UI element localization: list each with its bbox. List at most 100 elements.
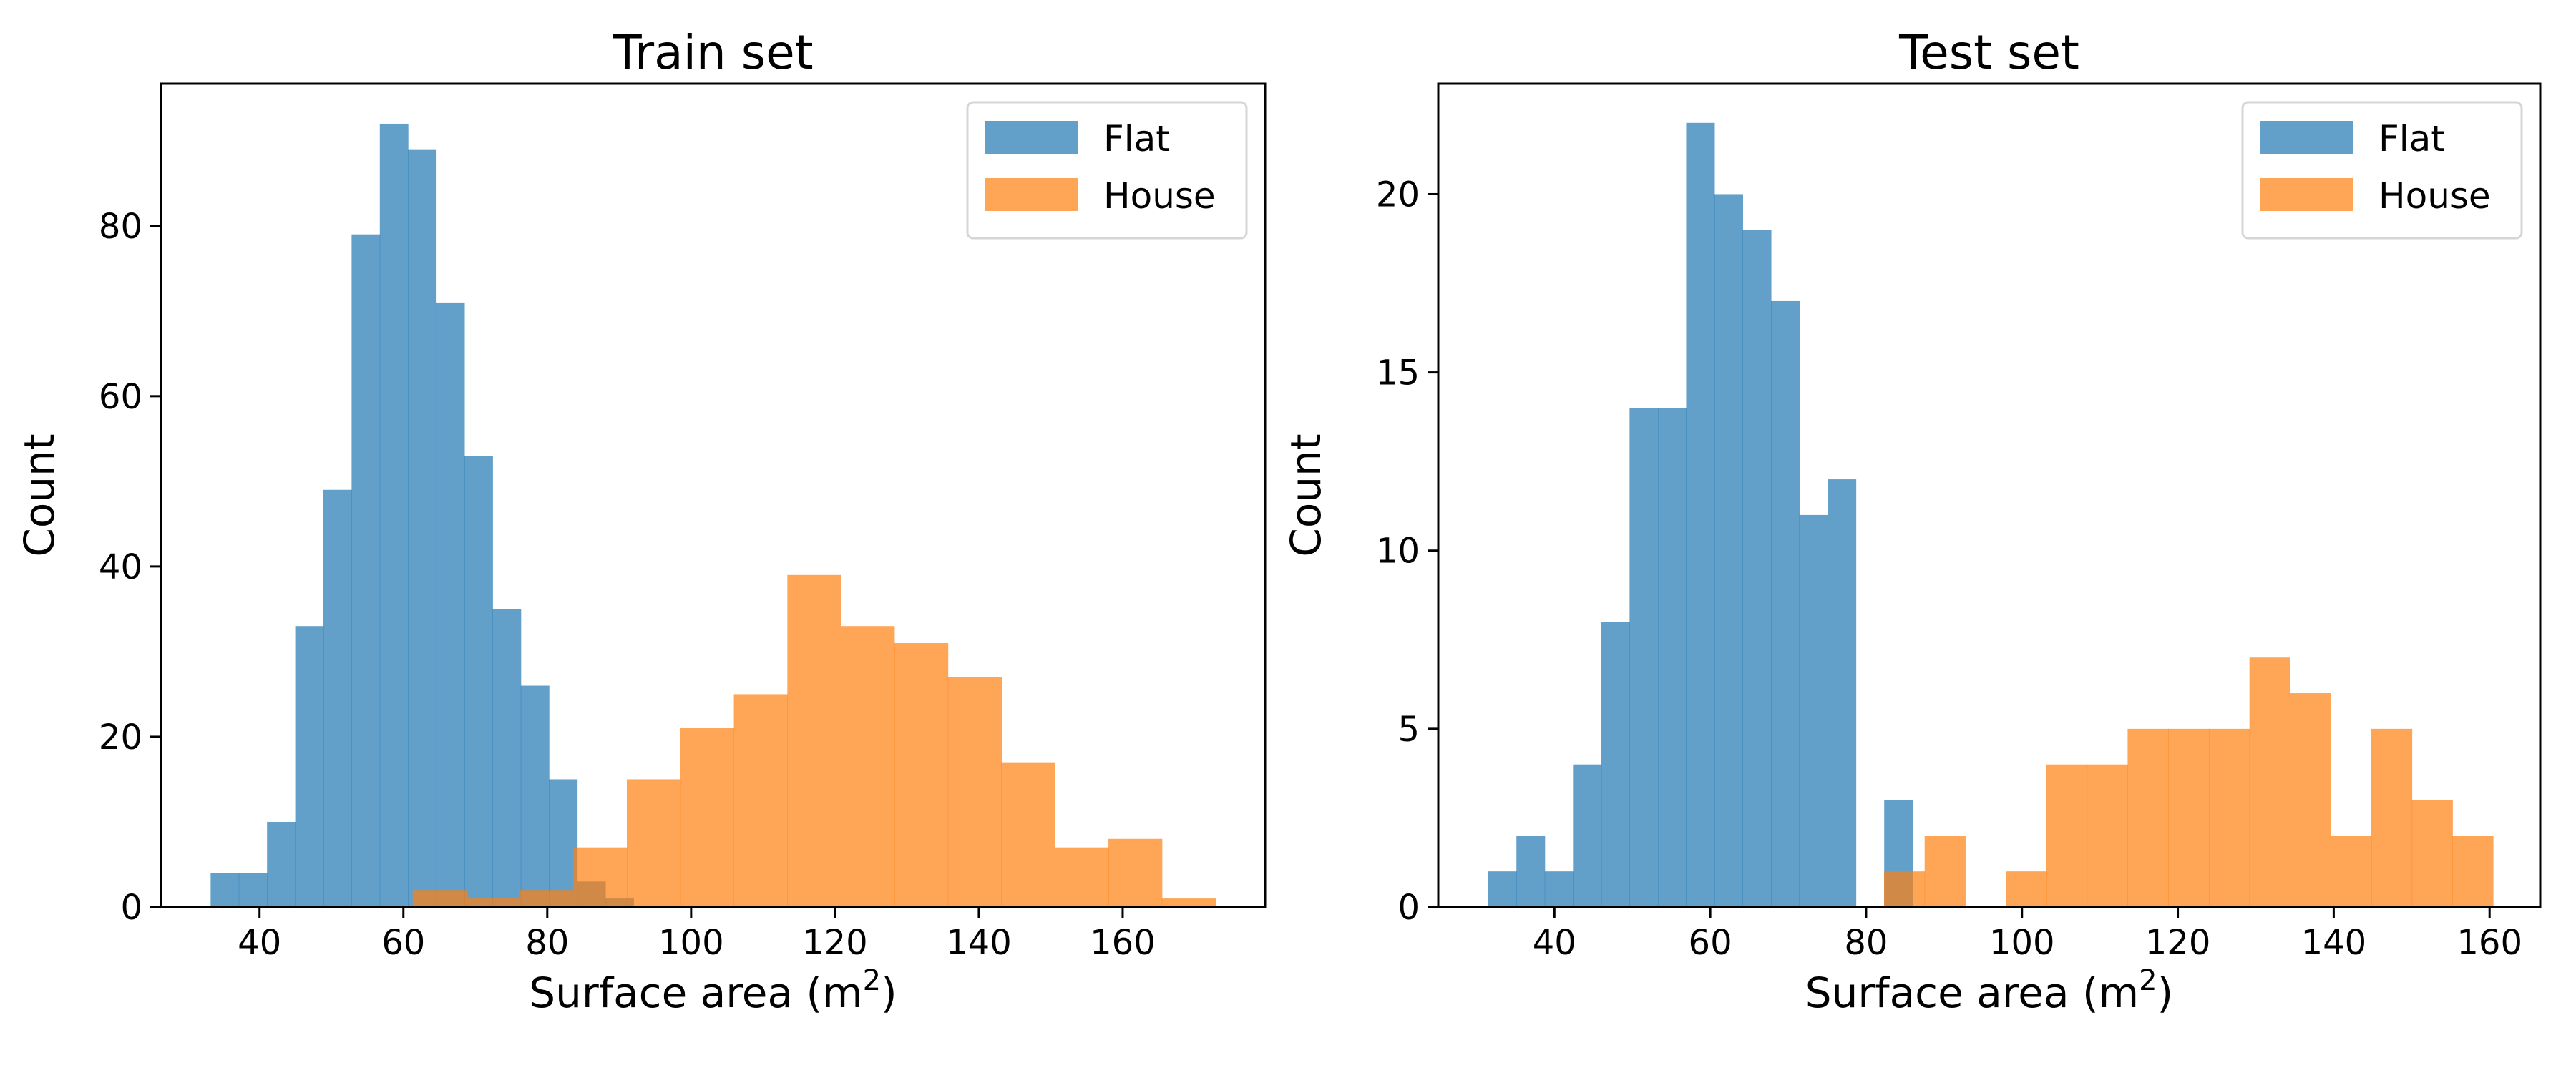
bar-flat — [1714, 194, 1744, 907]
y-axis-label: Count — [15, 433, 64, 557]
y-tick-label: 60 — [99, 377, 142, 417]
bar-flat — [492, 609, 522, 907]
bar-flat — [1573, 764, 1602, 907]
bar-house — [2249, 657, 2290, 907]
x-tick-label: 100 — [1989, 923, 2055, 963]
y-tick-label: 15 — [1376, 353, 1420, 393]
legend-label-flat: Flat — [1103, 118, 1170, 160]
y-tick-label: 5 — [1397, 710, 1420, 750]
y-tick-label: 0 — [1397, 888, 1420, 928]
bar-flat — [549, 779, 578, 907]
bar-house — [2127, 728, 2169, 907]
bar-house — [2168, 728, 2210, 907]
bar-flat — [1544, 871, 1574, 907]
x-tick-label: 120 — [802, 923, 868, 963]
bar-flat — [238, 873, 268, 907]
bar-house — [1055, 847, 1109, 907]
bar-flat — [1629, 408, 1659, 907]
x-tick-label: 40 — [238, 923, 281, 963]
bar-flat — [323, 489, 352, 907]
x-tick-label: 140 — [2301, 923, 2367, 963]
bar-house — [1108, 838, 1163, 907]
bar-house — [519, 890, 574, 907]
bar-house — [573, 847, 628, 907]
bar-flat — [408, 149, 437, 908]
bar-house — [2411, 800, 2453, 907]
bar-flat — [464, 456, 493, 907]
bar-house — [2006, 871, 2047, 907]
legend-label-flat: Flat — [2379, 118, 2445, 160]
x-tick-label: 60 — [1689, 923, 1732, 963]
bar-flat — [295, 626, 324, 907]
bar-flat — [1516, 836, 1546, 907]
x-tick-label: 120 — [2145, 923, 2211, 963]
y-tick-label: 10 — [1376, 531, 1420, 572]
bar-flat — [379, 123, 409, 908]
train-set-chart: Train set Surface area (m2) Count 40 60 80… — [15, 25, 1267, 1017]
bar-house — [2452, 836, 2494, 907]
legend-swatch-house — [985, 178, 1078, 211]
bar-house — [2371, 728, 2413, 907]
bar-flat — [1799, 514, 1828, 907]
bar-house — [947, 677, 1002, 907]
y-tick-label: 40 — [99, 547, 142, 587]
bar-flat — [520, 685, 550, 907]
bar-flat — [1742, 230, 1772, 907]
y-tick-label: 80 — [99, 207, 142, 247]
y-axis-label: Count — [1282, 433, 1330, 557]
legend-label-house: House — [1103, 175, 1216, 217]
bar-house — [2290, 693, 2331, 907]
axes-frame — [160, 82, 1267, 908]
bar-house — [626, 779, 681, 907]
x-tick-label: 60 — [381, 923, 425, 963]
x-tick-label: 160 — [2457, 923, 2522, 963]
bar-house — [2331, 836, 2372, 907]
test-set-chart: Test set Surface area (m2) Count 40 60 80 1… — [1282, 25, 2542, 1017]
bar-flat — [210, 873, 240, 907]
bar-flat — [1488, 871, 1517, 907]
chart-title: Test set — [1898, 25, 2079, 80]
x-tick-label: 160 — [1090, 923, 1156, 963]
bar-house — [1161, 898, 1216, 907]
bar-house — [841, 626, 895, 907]
bar-flat — [436, 302, 465, 908]
bar-house — [466, 898, 520, 907]
y-tick-label: 20 — [99, 717, 142, 758]
chart-title: Train set — [612, 25, 813, 80]
bar-house — [1924, 836, 1966, 907]
legend-label-house: House — [2379, 175, 2491, 217]
bar-house — [1001, 762, 1055, 907]
x-tick-label: 140 — [946, 923, 1012, 963]
x-tick-label: 40 — [1533, 923, 1576, 963]
x-tick-label: 80 — [525, 923, 569, 963]
y-tick-label: 20 — [1376, 175, 1420, 215]
bar-flat — [1601, 622, 1630, 907]
legend-swatch-flat — [2260, 121, 2353, 154]
legend-swatch-flat — [985, 121, 1078, 154]
y-tick-label: 0 — [120, 888, 142, 928]
legend-swatch-house — [2260, 178, 2353, 211]
bar-house — [680, 728, 735, 907]
bar-flat — [1686, 122, 1715, 907]
bars — [1488, 122, 2494, 907]
bar-house — [787, 574, 841, 907]
bar-house — [2046, 764, 2088, 907]
x-tick-label: 100 — [658, 923, 724, 963]
bar-flat — [351, 234, 381, 907]
bar-flat — [1771, 300, 1800, 907]
bar-house — [1883, 871, 1926, 907]
bars — [210, 123, 1216, 908]
axes-frame — [1437, 82, 2542, 908]
x-axis-label: Surface area (m2) — [529, 964, 897, 1017]
x-tick-label: 80 — [1844, 923, 1888, 963]
bar-flat — [1828, 479, 1857, 907]
bar-house — [412, 890, 467, 907]
bar-house — [2208, 728, 2250, 907]
bar-flat — [1657, 408, 1687, 907]
bar-house — [2087, 764, 2128, 907]
bar-house — [733, 694, 788, 907]
bar-house — [894, 643, 949, 907]
x-axis-label: Surface area (m2) — [1805, 964, 2173, 1017]
bar-flat — [267, 821, 296, 907]
